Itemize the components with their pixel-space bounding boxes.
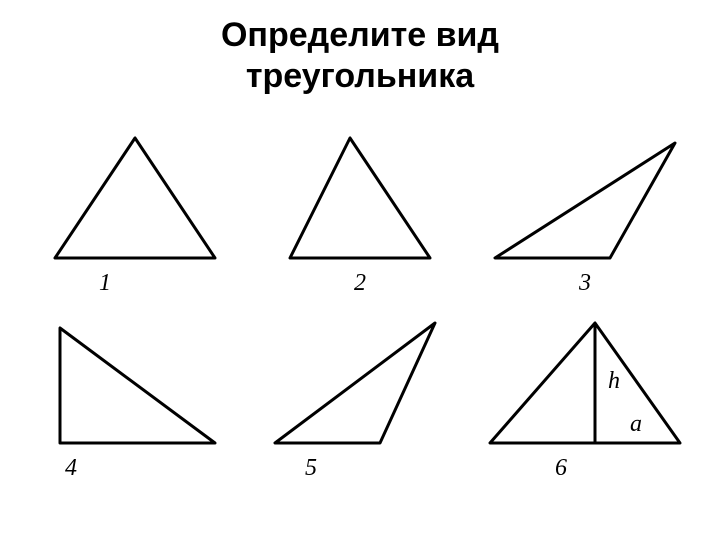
triangle-label-3: 3 (579, 270, 591, 297)
triangle-shape (490, 323, 680, 443)
triangle-shape (60, 328, 215, 443)
triangle-4 (35, 313, 235, 453)
triangle-shape (290, 138, 430, 258)
title-line-2: треугольника (221, 56, 499, 97)
triangle-1 (35, 128, 235, 268)
h-label: h (608, 368, 620, 394)
triangle-shape (275, 323, 435, 443)
page-title: Определите вид треугольника (221, 15, 499, 97)
triangle-label-2: 2 (354, 270, 366, 297)
triangle-cell-4: 4 (30, 307, 240, 482)
triangle-shape (495, 143, 675, 258)
triangle-grid: 1 2 3 4 5 h a 6 (30, 122, 690, 482)
triangle-cell-6: h a 6 (480, 307, 690, 482)
triangle-cell-5: 5 (255, 307, 465, 482)
triangle-cell-3: 3 (480, 122, 690, 297)
triangle-cell-2: 2 (255, 122, 465, 297)
triangle-label-6: 6 (555, 455, 567, 482)
a-label: a (630, 411, 642, 437)
triangle-cell-1: 1 (30, 122, 240, 297)
title-line-1: Определите вид (221, 15, 499, 56)
triangle-label-5: 5 (305, 455, 317, 482)
triangle-5 (260, 313, 460, 453)
triangle-6: h a (480, 313, 690, 453)
triangle-3 (480, 128, 690, 268)
triangle-label-4: 4 (65, 455, 77, 482)
triangle-2 (260, 128, 460, 268)
triangle-shape (55, 138, 215, 258)
triangle-label-1: 1 (99, 270, 111, 297)
